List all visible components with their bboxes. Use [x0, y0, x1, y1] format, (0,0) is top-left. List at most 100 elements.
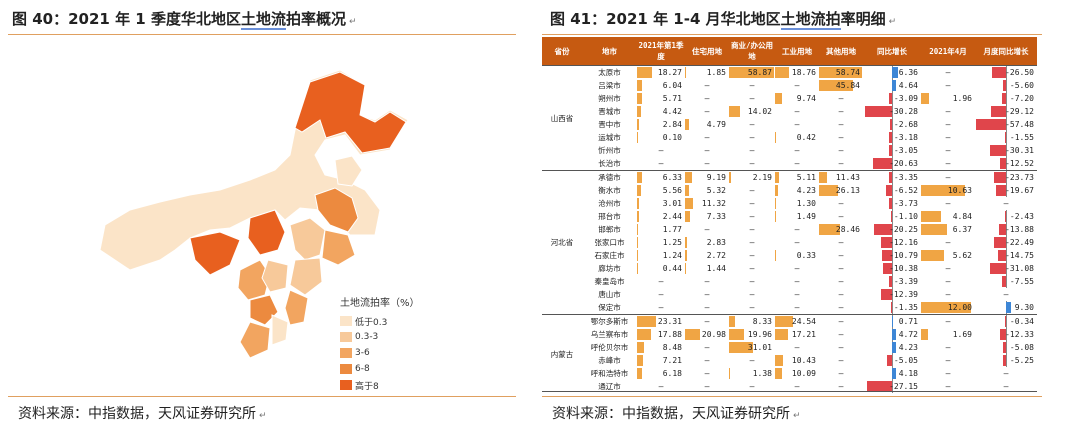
- dash: –: [838, 120, 844, 129]
- value-cell: 26.13: [819, 184, 863, 197]
- value-cell: 58.87: [729, 66, 775, 79]
- yoy-axis: [1006, 118, 1007, 131]
- table-cell: –: [921, 367, 975, 380]
- table-cell: 20.98: [685, 328, 729, 341]
- value-cell: –: [685, 223, 729, 236]
- dash: –: [794, 107, 800, 116]
- yoy-axis: [1006, 210, 1007, 223]
- table-cell: 5.62: [921, 249, 975, 262]
- table-cell: -20.63: [863, 157, 921, 171]
- value-bar: [685, 172, 692, 183]
- table-cell: 11.32: [685, 197, 729, 210]
- table-header-cell: 工业用地: [775, 37, 819, 66]
- table-cell: –: [921, 157, 975, 171]
- dash: –: [704, 343, 710, 352]
- city-cell: 晋城市: [598, 107, 621, 116]
- table-row: 保定市 – – – – – -1.35 12.00 9.30: [542, 301, 1037, 315]
- value-bar: [637, 224, 639, 235]
- yoy-negative-bar: [992, 67, 1006, 78]
- yoy-cell: -2.68: [863, 118, 921, 131]
- value-cell: –: [921, 66, 975, 79]
- yoy-text: -0.34: [1009, 317, 1034, 326]
- dash: –: [945, 317, 951, 326]
- value-cell: 14.02: [729, 105, 775, 118]
- yoy-axis: [892, 288, 893, 301]
- value-cell: –: [819, 105, 863, 118]
- legend-label: 6-8: [355, 364, 370, 374]
- yoy-axis: [1006, 184, 1007, 197]
- value-cell: –: [775, 380, 819, 393]
- yoy-cell: -3.73: [863, 197, 921, 210]
- yoy-text: -1.55: [1009, 133, 1034, 142]
- value-bar: [637, 80, 642, 91]
- table-cell: -5.08: [975, 341, 1037, 354]
- value-text: 17.21: [791, 330, 816, 339]
- city-cell: 忻州市: [598, 146, 621, 155]
- value-text: 1.44: [706, 264, 726, 273]
- value-cell: –: [637, 380, 685, 393]
- legend-swatch: [340, 380, 352, 390]
- yoy-cell: -10.38: [863, 262, 921, 275]
- dash: –: [794, 81, 800, 90]
- yoy-negative-bar: [976, 119, 1006, 130]
- table-cell: 6.37: [921, 223, 975, 236]
- table-cell: 1.77: [637, 223, 685, 236]
- table-cell: –: [729, 275, 775, 288]
- value-text: 11.43: [835, 173, 860, 182]
- table-cell: –: [819, 354, 863, 367]
- yoy-text: 9.30: [1014, 303, 1034, 312]
- table-cell: –: [685, 354, 729, 367]
- table-row: 晋城市 4.42 – 14.02 – – -30.28 – -29.12: [542, 105, 1037, 118]
- value-text: 45.84: [835, 81, 860, 90]
- table-cell: 10.63: [921, 184, 975, 197]
- value-cell: –: [921, 236, 975, 249]
- dash: –: [658, 159, 664, 168]
- value-text: 1.85: [706, 68, 726, 77]
- table-cell: -2.68: [863, 118, 921, 131]
- value-cell: –: [729, 92, 775, 105]
- value-cell: –: [685, 79, 729, 92]
- city-cell: 张家口市: [594, 238, 625, 247]
- table-cell: 9.30: [975, 301, 1037, 315]
- value-cell: –: [775, 79, 819, 92]
- value-bar: [819, 185, 839, 196]
- yoy-cell: -10.79: [863, 249, 921, 262]
- value-cell: –: [685, 301, 729, 314]
- table-cell: –: [819, 262, 863, 275]
- value-cell: –: [819, 249, 863, 262]
- table-cell: -1.55: [975, 131, 1037, 144]
- table-cell: 1.25: [637, 236, 685, 249]
- table-row: 邢台市 2.44 7.33 – 1.49 – -1.10 4.84 -2.43: [542, 210, 1037, 223]
- value-cell: –: [685, 341, 729, 354]
- value-cell: –: [685, 367, 729, 380]
- value-bar: [729, 172, 731, 183]
- value-cell: –: [819, 236, 863, 249]
- value-cell: –: [921, 367, 975, 380]
- value-cell: 1.30: [775, 197, 819, 210]
- table-cell: –: [819, 380, 863, 393]
- table-cell: 1.49: [775, 210, 819, 223]
- dash: –: [838, 330, 844, 339]
- value-bar: [685, 198, 694, 209]
- yoy-axis: [1006, 92, 1007, 105]
- value-text: 12.00: [947, 303, 972, 312]
- yoy-cell: -3.05: [863, 144, 921, 157]
- yoy-text: -30.31: [1005, 146, 1034, 155]
- yoy-negative-bar: [993, 172, 1006, 183]
- table-cell: 11.43: [819, 170, 863, 184]
- yoy-negative-bar: [889, 93, 892, 104]
- yoy-axis: [892, 184, 893, 197]
- value-text: 0.44: [662, 264, 682, 273]
- yoy-cell: -3.39: [863, 275, 921, 288]
- yoy-negative-bar: [880, 289, 892, 300]
- value-cell: –: [775, 288, 819, 301]
- dash: –: [704, 133, 710, 142]
- value-text: 2.19: [752, 173, 772, 182]
- table-cell: –: [729, 184, 775, 197]
- yoy-axis: [1006, 131, 1007, 144]
- table-row: 呼和浩特市 6.18 – 1.38 10.09 – 4.18 – –: [542, 367, 1037, 380]
- table-cell: –: [685, 105, 729, 118]
- value-cell: –: [775, 262, 819, 275]
- table-cell: –: [637, 301, 685, 315]
- value-text: 26.13: [835, 186, 860, 195]
